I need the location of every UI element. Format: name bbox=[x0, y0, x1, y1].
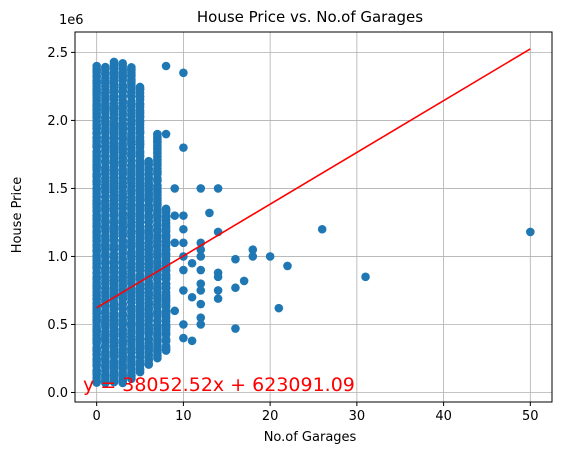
y-tick-label: 0.5 bbox=[47, 318, 68, 333]
scatter-point bbox=[109, 57, 119, 67]
scatter-point bbox=[196, 320, 206, 329]
scatter-point bbox=[248, 252, 258, 261]
y-tick-label: 0.0 bbox=[47, 386, 68, 401]
scatter-point bbox=[92, 61, 101, 71]
scatter-point bbox=[170, 238, 180, 248]
scatter-point bbox=[196, 252, 206, 261]
scatter-point bbox=[196, 279, 206, 288]
x-tick-label: 30 bbox=[349, 409, 366, 424]
scatter-point bbox=[248, 245, 258, 254]
scatter-point bbox=[179, 224, 188, 234]
scatter-point bbox=[361, 272, 370, 282]
scatter-point bbox=[179, 333, 188, 343]
scatter-point bbox=[231, 283, 240, 293]
x-tick-label: 50 bbox=[522, 409, 539, 424]
y-tick-label: 1.5 bbox=[47, 182, 68, 197]
x-tick-label: 10 bbox=[175, 409, 192, 424]
scatter-point bbox=[213, 272, 223, 282]
scatter-point bbox=[170, 211, 180, 220]
scatter-point bbox=[196, 184, 206, 193]
scatter-point bbox=[317, 224, 327, 234]
scatter-point bbox=[161, 204, 171, 214]
scatter-point bbox=[231, 254, 240, 264]
scatter-point bbox=[179, 211, 188, 220]
scatter-point bbox=[205, 208, 214, 218]
regression-equation: y = 38052.52x + 623091.09 bbox=[83, 374, 355, 396]
scatter-point bbox=[170, 306, 180, 316]
scatter-point bbox=[239, 276, 249, 286]
y-tick-label: 2.0 bbox=[47, 114, 68, 129]
y-tick-label: 2.5 bbox=[47, 46, 68, 61]
scatter-point bbox=[170, 184, 180, 193]
scatter-point bbox=[274, 303, 284, 313]
scatter-point bbox=[187, 292, 197, 302]
scatter-point bbox=[187, 258, 197, 268]
y-tick-label: 1.0 bbox=[47, 250, 68, 265]
x-tick-label: 20 bbox=[262, 409, 279, 424]
scatter-point bbox=[213, 294, 223, 303]
scatter-point bbox=[161, 129, 171, 139]
scatter-point bbox=[127, 63, 136, 72]
scatter-point bbox=[213, 286, 223, 295]
scatter-point bbox=[179, 286, 188, 295]
regression-line bbox=[96, 48, 531, 309]
plot-frame bbox=[74, 31, 553, 403]
scatter-point bbox=[196, 286, 206, 295]
scatter-point bbox=[196, 313, 206, 322]
scatter-point bbox=[265, 252, 275, 261]
scatter-point bbox=[231, 324, 240, 333]
scatter-point bbox=[179, 238, 188, 248]
scatter-point bbox=[101, 62, 110, 72]
scatter-point bbox=[161, 61, 171, 71]
x-tick-label: 0 bbox=[93, 409, 101, 424]
x-axis-label: No.of Garages bbox=[264, 430, 357, 445]
scatter-point bbox=[153, 129, 162, 139]
scatter-point bbox=[283, 261, 292, 271]
scatter-point bbox=[179, 68, 188, 78]
y-axis-label: House Price bbox=[10, 177, 25, 254]
scatter-point bbox=[135, 82, 145, 92]
scatter-point bbox=[213, 184, 223, 193]
scatter-point bbox=[179, 265, 188, 275]
chart-title: House Price vs. No.of Garages bbox=[197, 8, 423, 26]
scatter-point bbox=[526, 227, 535, 237]
scatter-point bbox=[179, 320, 188, 329]
points-layer bbox=[92, 57, 535, 388]
regression-layer bbox=[96, 48, 531, 309]
scatter-point bbox=[179, 143, 188, 152]
scatter-point bbox=[196, 265, 206, 275]
scatter-point bbox=[196, 299, 206, 309]
scatter-point bbox=[118, 58, 127, 68]
y-axis-offset-text: 1e6 bbox=[59, 13, 84, 28]
axes-layer: 0 10 20 30 40 50 0.0 0.5 1.0 1.5 2.0 2.5 bbox=[47, 31, 553, 424]
scatter-point bbox=[144, 156, 154, 166]
x-tick-label: 40 bbox=[435, 409, 452, 424]
scatter-point bbox=[187, 336, 197, 346]
